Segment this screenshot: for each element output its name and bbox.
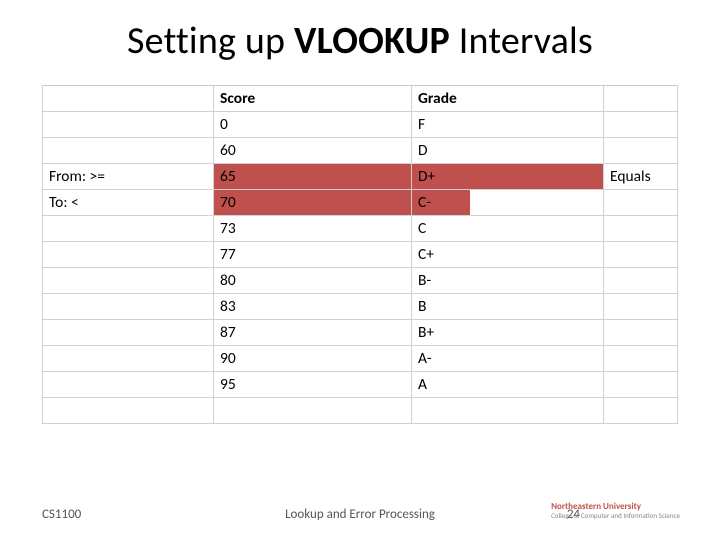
label-cell [42, 346, 214, 371]
table-row: 87 B+ [42, 320, 678, 346]
table-row: To: < 70 C- [42, 190, 678, 216]
grade-cell: B [412, 294, 604, 319]
score-cell: 80 [214, 268, 412, 293]
table-row: 77 C+ [42, 242, 678, 268]
score-cell: 87 [214, 320, 412, 345]
score-cell: 95 [214, 372, 412, 397]
table-row [42, 398, 678, 424]
extra-cell [604, 268, 678, 293]
label-cell [42, 242, 214, 267]
score-cell [214, 398, 412, 423]
table-row: 95 A [42, 372, 678, 398]
equals-label: Equals [604, 164, 678, 189]
grade-cell: A [412, 372, 604, 397]
extra-cell [604, 372, 678, 397]
extra-cell [604, 398, 678, 423]
grade-cell [412, 398, 604, 423]
grade-cell: D [412, 138, 604, 163]
table-row: 60 D [42, 138, 678, 164]
title-pre: Setting up [127, 18, 294, 64]
label-cell [42, 398, 214, 423]
grade-cell: D+ [412, 164, 604, 189]
header-col-d [604, 86, 678, 111]
label-cell [42, 268, 214, 293]
header-col-a [42, 86, 214, 111]
score-cell: 77 [214, 242, 412, 267]
title-bold: VLOOKUP [294, 18, 450, 64]
grade-cell: C- [412, 190, 604, 215]
grade-cell: B+ [412, 320, 604, 345]
grade-cell: C [412, 216, 604, 241]
extra-cell [604, 112, 678, 137]
slide-title: Setting up VLOOKUP Intervals [0, 18, 720, 64]
grade-cell: A- [412, 346, 604, 371]
footer-logo: Northeastern University College of Compu… [551, 502, 680, 520]
extra-cell [604, 320, 678, 345]
label-cell [42, 372, 214, 397]
table-row: 80 B- [42, 268, 678, 294]
label-cell [42, 112, 214, 137]
label-cell [42, 294, 214, 319]
label-cell [42, 216, 214, 241]
score-cell: 60 [214, 138, 412, 163]
extra-cell [604, 294, 678, 319]
extra-cell [604, 242, 678, 267]
slide-footer: CS1100 Lookup and Error Processing 24 No… [0, 500, 720, 522]
table-row: 0 F [42, 112, 678, 138]
extra-cell [604, 216, 678, 241]
label-cell [42, 320, 214, 345]
score-cell: 73 [214, 216, 412, 241]
footer-logo-sub: College of Computer and Information Scie… [551, 511, 680, 520]
header-grade: Grade [412, 86, 604, 111]
table-row: From: >= 65 D+ Equals [42, 164, 678, 190]
extra-cell [604, 138, 678, 163]
grade-cell: B- [412, 268, 604, 293]
score-cell: 0 [214, 112, 412, 137]
table-row: 90 A- [42, 346, 678, 372]
from-label: From: >= [42, 164, 214, 189]
table-row: 73 C [42, 216, 678, 242]
score-cell: 83 [214, 294, 412, 319]
score-cell: 70 [214, 190, 412, 215]
header-score: Score [214, 86, 412, 111]
extra-cell [604, 190, 678, 215]
table-row: 83 B [42, 294, 678, 320]
spreadsheet: Score Grade 0 F 60 D From: >= 65 D+ Equa… [42, 85, 678, 424]
extra-cell [604, 346, 678, 371]
to-label: To: < [42, 190, 214, 215]
grade-cell: C+ [412, 242, 604, 267]
label-cell [42, 138, 214, 163]
grade-cell: F [412, 112, 604, 137]
header-row: Score Grade [42, 86, 678, 112]
title-post: Intervals [450, 18, 593, 64]
score-cell: 90 [214, 346, 412, 371]
score-cell: 65 [214, 164, 412, 189]
